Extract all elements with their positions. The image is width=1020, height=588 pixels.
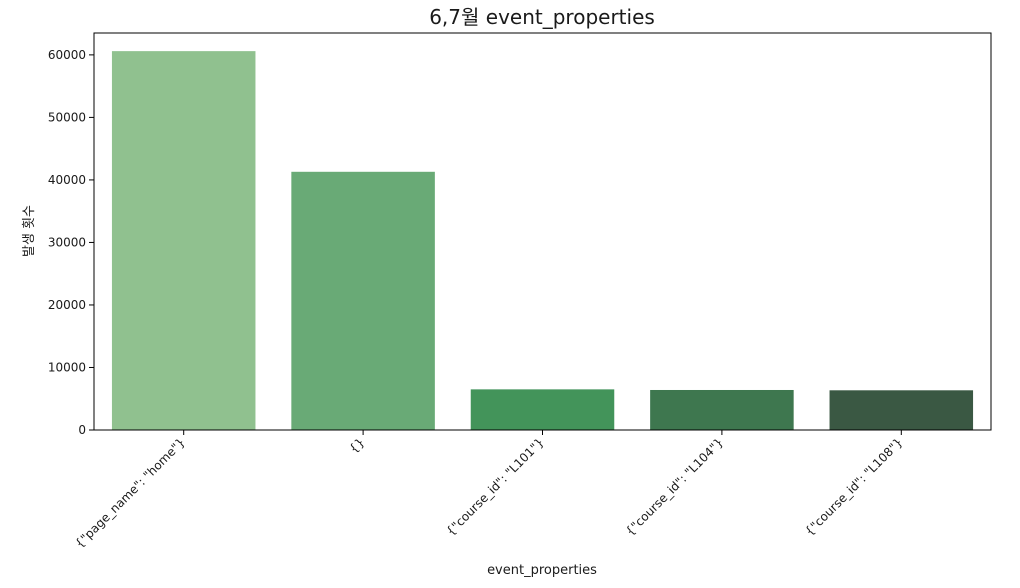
y-axis-label: 발생 횟수 bbox=[22, 205, 37, 257]
x-tick-label-3: {"course_id": "L104"} bbox=[623, 435, 726, 538]
plot-frame bbox=[93, 32, 992, 431]
y-axis: 0 10000 20000 30000 40000 50000 60000 bbox=[48, 48, 94, 437]
bars-group bbox=[111, 51, 974, 430]
x-tick-label-1: {} bbox=[347, 435, 368, 456]
y-tick-label-5: 50000 bbox=[48, 110, 86, 124]
y-tick-label-2: 20000 bbox=[48, 298, 86, 312]
x-axis: {"page_name": "home"} {} {"course_id": "L1… bbox=[72, 430, 905, 551]
y-tick-label-4: 40000 bbox=[48, 173, 86, 187]
x-tick-label-2: {"course_id": "L101"} bbox=[443, 435, 546, 538]
bar-1 bbox=[291, 171, 435, 430]
x-tick-label-4: {"course_id": "L108"} bbox=[802, 435, 905, 538]
bar-0 bbox=[111, 51, 256, 430]
y-tick-label-1: 10000 bbox=[48, 360, 86, 374]
y-tick-label-3: 30000 bbox=[48, 235, 86, 249]
x-axis-label: event_properties bbox=[487, 563, 597, 578]
bar-2 bbox=[470, 389, 615, 430]
chart-title: 6,7월 event_properties bbox=[429, 5, 655, 29]
y-tick-label-0: 0 bbox=[78, 423, 86, 437]
bar-4 bbox=[829, 390, 974, 430]
x-tick-label-0: {"page_name": "home"} bbox=[72, 435, 187, 550]
bar-3 bbox=[650, 389, 794, 430]
y-tick-label-6: 60000 bbox=[48, 48, 86, 62]
